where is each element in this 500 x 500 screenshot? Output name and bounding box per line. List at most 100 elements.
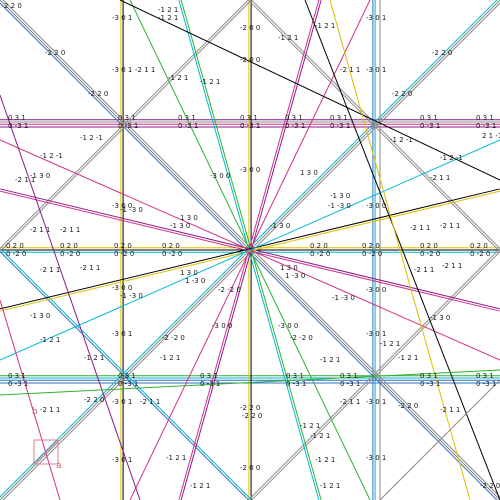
band-d6-1	[248, 0, 500, 252]
zone-label: -3 0 1	[366, 398, 386, 406]
zone-label: -1 3 0	[330, 192, 350, 200]
zone-label: -2 1 1	[140, 398, 160, 406]
zone-label: -2 1 1	[40, 266, 60, 274]
zone-label: 0 -3 1	[118, 380, 138, 388]
zone-label: 0 -2 0	[470, 250, 490, 258]
zone-label: 0 3 1	[118, 372, 136, 380]
zone-label: -2 2 0	[45, 49, 65, 57]
zone-label: 0 3 1	[118, 114, 136, 122]
zone-label: -3 0 1	[112, 66, 132, 74]
zone-label: -2 2 0	[398, 402, 418, 410]
zone-label: -2 1 1	[80, 264, 100, 272]
zone-label: -2 1 1	[30, 226, 50, 234]
zone-label: -2 0 0	[240, 56, 260, 64]
zone-label: -1 3 0	[170, 222, 190, 230]
zone-label: -2 -2 0	[218, 286, 241, 294]
zone-label: 0 3 1	[178, 114, 196, 122]
zone-label: -3 0 0	[210, 172, 230, 180]
zone-label: -1 2 1	[320, 482, 340, 490]
line-black-oblique2	[119, 0, 500, 181]
zone-label: -2 1 1	[440, 222, 460, 230]
line-green-bottom	[0, 369, 500, 396]
zone-label: 0 -3 1	[420, 122, 440, 130]
zone-label: 0 2 0	[362, 242, 380, 250]
zone-label: -2 -2 0	[290, 334, 313, 342]
zone-label: -2 2 0	[392, 90, 412, 98]
zone-label: 0 -2 0	[310, 250, 330, 258]
zone-label: -2 1 1	[135, 66, 155, 74]
axis-label-a: a	[56, 461, 62, 471]
zone-label: 0 3 1	[240, 114, 258, 122]
axis-indicator-box	[33, 439, 59, 465]
zone-label: -2 1 1	[410, 224, 430, 232]
line-purple-left	[0, 94, 141, 500]
zone-label: 2 2 0	[4, 2, 22, 10]
zone-label: 1 3 0	[280, 264, 298, 272]
zone-label: 0 -3 1	[476, 122, 496, 130]
zone-label: -2 1 1	[440, 406, 460, 414]
zone-label: -1 2 -1	[80, 134, 103, 142]
zone-label: -1 2 1	[84, 354, 104, 362]
zone-label: -1 2 1	[166, 454, 186, 462]
zone-label: 1 3 0	[180, 214, 198, 222]
zone-label: 0 -3 1	[330, 122, 350, 130]
zone-label: -2 0 0	[240, 464, 260, 472]
zone-label: -2 2 0	[480, 482, 500, 490]
zone-label: 0 3 1	[476, 372, 494, 380]
zone-label: -2 -2 0	[162, 334, 185, 342]
zone-label: -3 0 0	[278, 322, 298, 330]
zone-label: -1 2 1	[200, 78, 220, 86]
line-gray-bottom	[379, 379, 500, 500]
zone-label: -1 3 0	[270, 222, 290, 230]
zone-label: 2 1 -1	[482, 132, 500, 140]
zone-label: 0 2 0	[114, 242, 132, 250]
zone-label: -3 0 0	[366, 286, 386, 294]
zone-label: -1 2 -1	[440, 154, 463, 162]
zone-label: -1 -3 0	[332, 294, 355, 302]
zone-label: 0 3 1	[420, 372, 438, 380]
band-d4-0	[248, 248, 500, 500]
band-d6-0	[250, 0, 500, 250]
band-sh2-0	[0, 188, 500, 310]
zone-label: 0 -3 1	[8, 380, 28, 388]
zone-label: -1 2 1	[40, 336, 60, 344]
zone-label: 0 2 0	[162, 242, 180, 250]
axis-indicator: b a	[32, 407, 62, 471]
zone-label: -1 2 -1	[390, 136, 413, 144]
axis-label-b: b	[32, 407, 38, 417]
zone-label: 0 -2 0	[362, 250, 382, 258]
zone-label: 0 -3 1	[285, 122, 305, 130]
zone-label: 0 2 0	[470, 242, 488, 250]
zone-label: 0 2 0	[420, 242, 438, 250]
zone-label: -3 0 0	[240, 166, 260, 174]
zone-label: -3 0 0	[112, 202, 132, 210]
zone-label: -3 0 1	[112, 14, 132, 22]
band-sh2-1	[0, 190, 500, 312]
zone-label: -2 1 1	[340, 66, 360, 74]
zone-label: -3 0 0	[212, 322, 232, 330]
zone-label: -1 2 -1	[40, 152, 63, 160]
zone-label: 1 -3 0	[185, 277, 205, 285]
zone-label: -2 1 1	[414, 266, 434, 274]
zone-label: -3 0 1	[366, 66, 386, 74]
zone-label: -1 2 1	[278, 34, 298, 42]
zone-label: -3 0 1	[366, 454, 386, 462]
zone-labels: 2 2 0 -1 2 1 -1 2 1 -2 0 0 -2 0 0 -3 0 1 -3 0 …	[4, 2, 500, 490]
zone-label: -1 2 1	[300, 422, 320, 430]
zone-label: -2 1 1	[60, 226, 80, 234]
zone-label: -1 2 1	[315, 456, 335, 464]
line-black-oblique	[304, 0, 500, 500]
zone-label: 0 -2 0	[114, 250, 134, 258]
zone-label: -1 2 1	[158, 6, 178, 14]
zone-label: 0 -2 0	[60, 250, 80, 258]
zone-label: 0 -2 0	[6, 250, 26, 258]
zone-label: -1 2 1	[380, 340, 400, 348]
zone-label: 0 2 0	[6, 242, 24, 250]
zone-label: 0 -2 0	[162, 250, 182, 258]
zone-label: -2 1 1	[15, 176, 35, 184]
line-yellow-oblique	[329, 0, 471, 500]
zone-label: 1 3 0	[180, 269, 198, 277]
zone-label: -1 2 1	[315, 22, 335, 30]
line-magenta-left	[0, 299, 61, 500]
